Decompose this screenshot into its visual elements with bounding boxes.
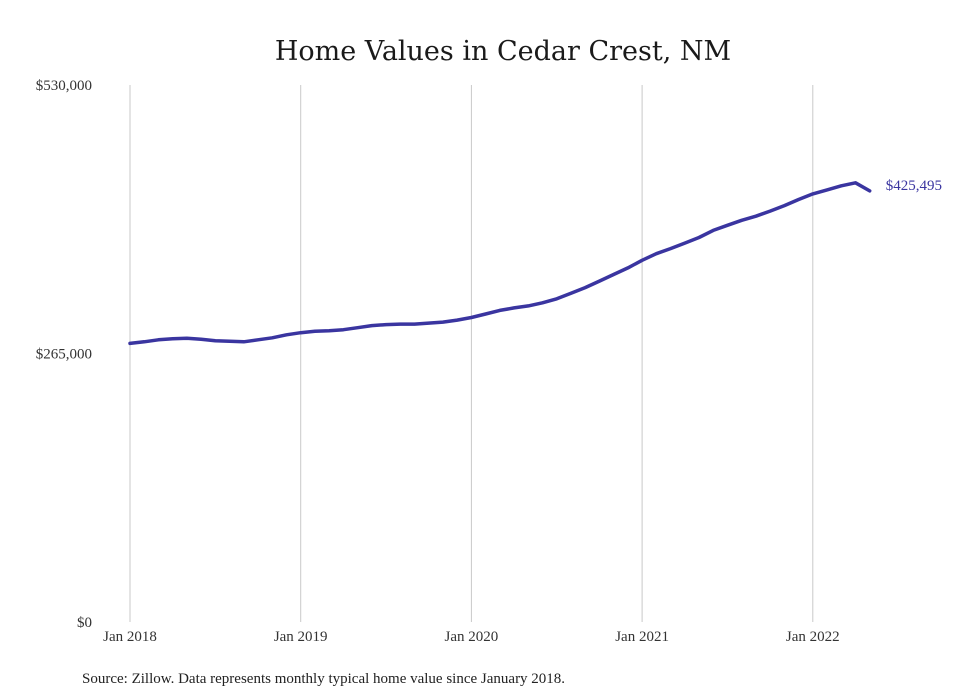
series-line-0 <box>128 181 872 346</box>
y-tick-label: $0 <box>77 615 92 631</box>
x-tick-label: Jan 2022 <box>786 629 840 645</box>
chart-title: Home Values in Cedar Crest, NM <box>275 36 731 67</box>
end-value-label: $425,495 <box>886 178 942 194</box>
x-tick-label: Jan 2018 <box>103 629 157 645</box>
x-tick-label: Jan 2020 <box>445 629 499 645</box>
source-note: Source: Zillow. Data represents monthly … <box>82 671 565 687</box>
x-axis-ticks: Jan 2018 Jan 2019 Jan 2020 Jan 2021 Jan 2022 <box>103 629 840 645</box>
series-layer <box>128 181 872 346</box>
x-tick-label: Jan 2019 <box>274 629 328 645</box>
gridlines <box>129 85 814 622</box>
x-tick-label: Jan 2021 <box>615 629 669 645</box>
y-axis-ticks: $0 $265,000 $530,000 <box>36 78 92 631</box>
y-tick-label: $265,000 <box>36 347 92 363</box>
y-tick-label: $530,000 <box>36 78 92 94</box>
